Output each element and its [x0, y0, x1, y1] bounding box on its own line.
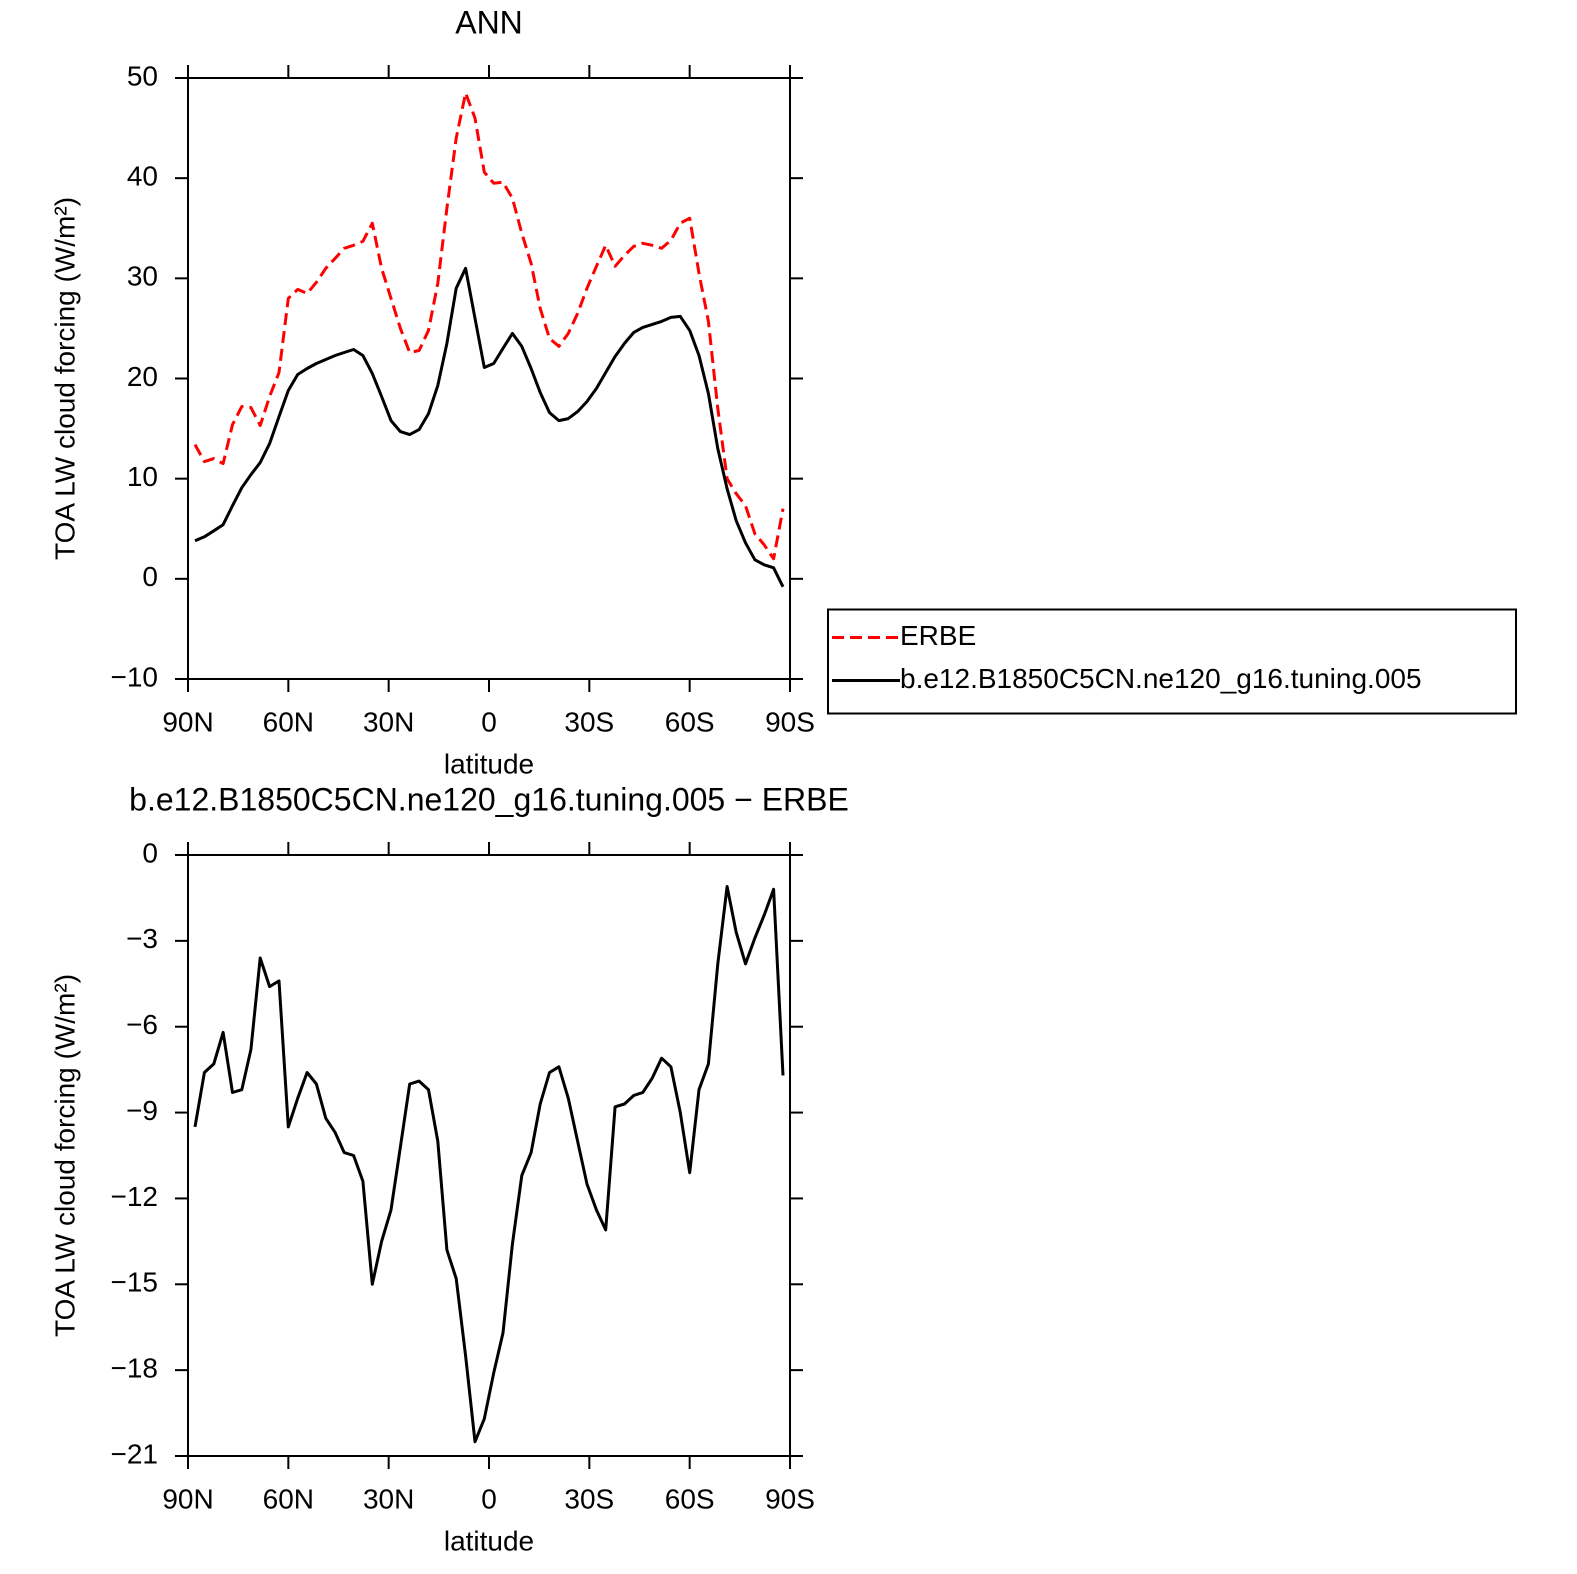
x-tick-label: 90N — [162, 1483, 213, 1514]
x-tick-label: 30S — [564, 706, 614, 737]
y-tick-label: 50 — [127, 60, 158, 91]
x-tick-label: 60S — [665, 706, 715, 737]
y-tick-label: −12 — [111, 1181, 159, 1212]
y-tick-label: −21 — [111, 1438, 159, 1469]
x-tick-label: 0 — [481, 706, 497, 737]
y-tick-label: 30 — [127, 261, 158, 292]
x-tick-label: 60N — [263, 1483, 314, 1514]
y-tick-label: −3 — [126, 923, 158, 954]
x-tick-label: 60N — [263, 706, 314, 737]
y-tick-label: 10 — [127, 461, 158, 492]
y-tick-label: −15 — [111, 1267, 159, 1298]
x-tick-label: 60S — [665, 1483, 715, 1514]
y-tick-label: 20 — [127, 361, 158, 392]
plot-frame — [187, 77, 791, 680]
data-line — [193, 91, 785, 561]
y-tick-label: 0 — [142, 561, 158, 592]
x-tick-label: 30S — [564, 1483, 614, 1514]
y-tick-label: −18 — [111, 1353, 159, 1384]
x-axis-label: latitude — [444, 748, 534, 779]
y-axis-label: TOA LW cloud forcing (W/m²) — [49, 197, 80, 560]
x-tick-label: 0 — [481, 1483, 497, 1514]
x-tick-label: 90S — [765, 706, 815, 737]
y-tick-label: −10 — [111, 661, 159, 692]
data-line — [193, 885, 785, 1444]
chart-title: ANN — [455, 4, 523, 40]
y-tick-label: −6 — [126, 1009, 158, 1040]
y-tick-label: 40 — [127, 161, 158, 192]
x-tick-label: 90N — [162, 706, 213, 737]
legend-box — [827, 608, 1517, 715]
x-tick-label: 30N — [363, 1483, 414, 1514]
y-tick-label: 0 — [142, 837, 158, 868]
y-tick-label: −9 — [126, 1095, 158, 1126]
plot-frame — [187, 854, 791, 1457]
legend-label: b.e12.B1850C5CN.ne120_g16.tuning.005 — [900, 663, 1422, 694]
data-line — [194, 266, 785, 588]
x-tick-label: 30N — [363, 706, 414, 737]
y-axis-label: TOA LW cloud forcing (W/m²) — [49, 974, 80, 1337]
chart-title: b.e12.B1850C5CN.ne120_g16.tuning.005 − E… — [129, 781, 849, 817]
x-axis-label: latitude — [444, 1525, 534, 1556]
legend-label: ERBE — [900, 620, 976, 651]
x-tick-label: 90S — [765, 1483, 815, 1514]
